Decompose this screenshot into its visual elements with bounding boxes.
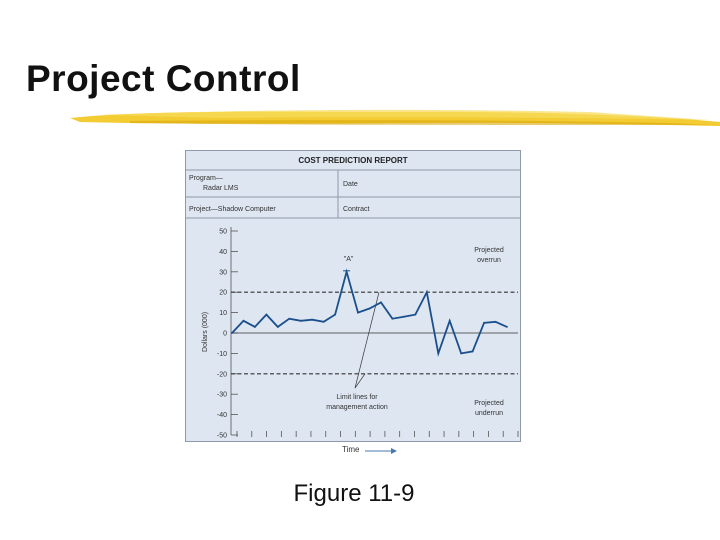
y-tick-label: 0 — [223, 331, 227, 338]
report-header: COST PREDICTION REPORT — [298, 156, 407, 165]
callout-pointer-upper — [354, 292, 380, 389]
program-name: Radar LMS — [203, 185, 239, 192]
data-point — [242, 319, 245, 322]
data-point — [254, 325, 256, 328]
y-tick-label: -50 — [217, 433, 227, 440]
y-tick-label: -10 — [217, 351, 227, 358]
y-tick-label: 10 — [219, 310, 227, 317]
brush-stroke-dark — [130, 120, 710, 125]
data-point — [402, 315, 405, 318]
date-label: Date — [343, 181, 358, 188]
time-arrow-head — [391, 448, 397, 454]
data-point — [357, 311, 359, 314]
data-point — [265, 313, 268, 316]
data-point — [288, 317, 291, 320]
report-figure: COST PREDICTION REPORT Program— Radar LM… — [185, 150, 521, 442]
brush-stroke-light — [100, 109, 710, 120]
data-point — [494, 320, 497, 323]
data-point — [483, 321, 485, 324]
underrun-label-line2: underrun — [475, 410, 503, 417]
slide-title: Project Control — [26, 58, 301, 99]
y-tick-label: 40 — [219, 249, 227, 256]
data-point — [334, 313, 337, 316]
limit-callout-line1: Limit lines for — [336, 394, 378, 401]
data-point — [391, 317, 394, 320]
y-tick-label: -40 — [217, 412, 227, 419]
figure-caption: Figure 11-9 — [293, 480, 415, 507]
overrun-label-line1: Projected — [474, 247, 504, 254]
title-underline-brush — [70, 109, 720, 126]
underrun-label-line1: Projected — [474, 400, 504, 407]
data-point — [322, 320, 325, 323]
y-tick-label: 30 — [219, 269, 227, 276]
data-point — [276, 325, 279, 328]
project-label: Project—Shadow Computer — [189, 206, 276, 213]
data-point — [345, 270, 348, 273]
limit-callout-line2: management action — [326, 404, 388, 411]
chart-plot: 50 40 30 20 10 0 -10 -20 -30 -40 -50 "A" Projected ov… — [217, 227, 519, 440]
callout-pointer-lower — [354, 373, 366, 389]
cost-prediction-report: COST PREDICTION REPORT Program— Radar LM… — [185, 150, 521, 454]
data-point — [368, 307, 371, 310]
x-axis-label: Time — [342, 445, 360, 454]
y-tick-label: -20 — [217, 371, 227, 378]
data-point — [380, 301, 382, 304]
overrun-label-line2: overrun — [477, 257, 501, 264]
data-point — [506, 325, 508, 328]
data-point — [414, 313, 417, 316]
y-axis-label: Dollars (000) — [202, 312, 209, 352]
data-point — [471, 350, 474, 353]
time-arrow-icon — [365, 448, 397, 454]
data-point — [231, 332, 233, 334]
peak-annotation: "A" — [344, 256, 354, 263]
y-tick-label: 50 — [219, 229, 227, 236]
data-point — [299, 319, 302, 322]
y-tick-label: 20 — [219, 290, 227, 297]
data-point — [425, 291, 428, 294]
data-point — [460, 352, 463, 355]
data-point — [448, 319, 451, 322]
data-point — [311, 318, 314, 321]
data-point — [437, 352, 440, 355]
program-label: Program— — [189, 175, 223, 182]
y-tick-label: -30 — [217, 392, 227, 399]
contract-label: Contract — [343, 206, 370, 213]
